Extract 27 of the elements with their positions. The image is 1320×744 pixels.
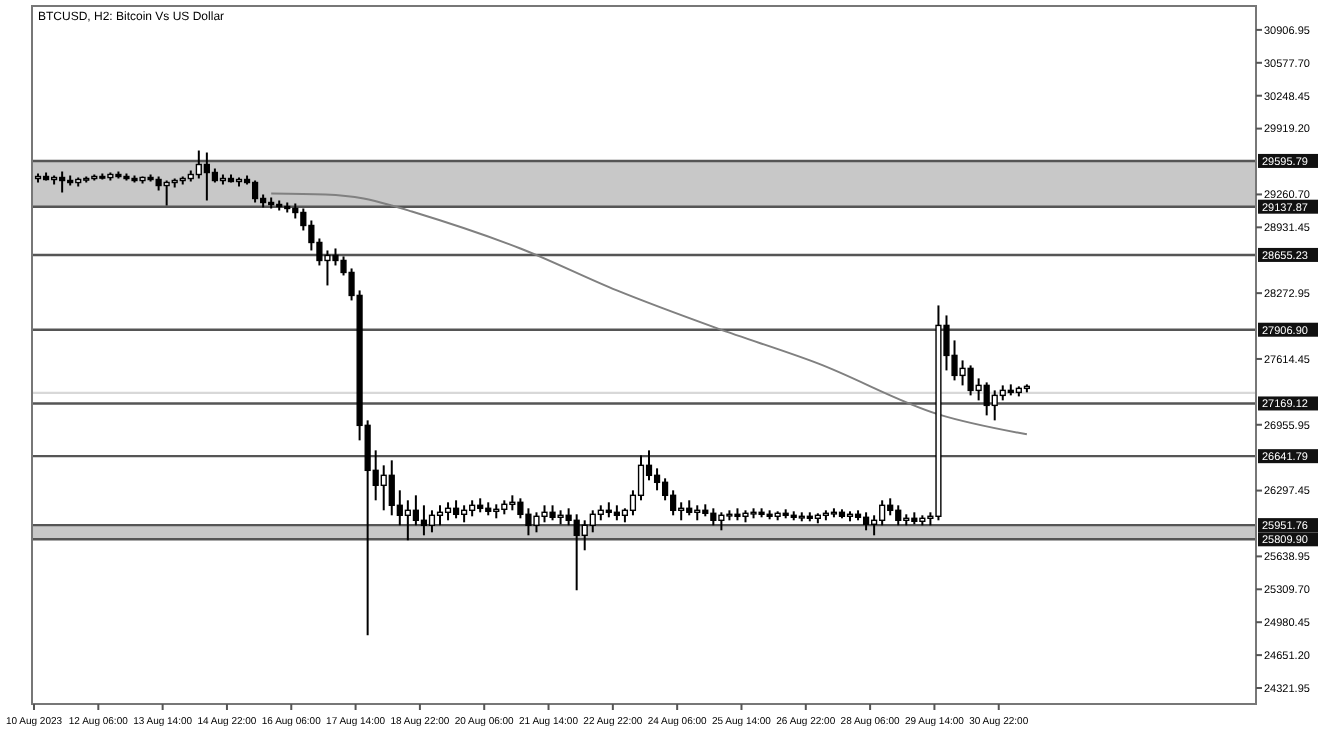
candlestick [573,513,580,592]
candlestick [380,464,387,512]
candlestick [653,467,661,492]
line-series [270,192,1028,436]
candlestick [436,504,444,527]
candlestick [412,494,419,527]
candlestick [251,179,259,204]
candlestick [581,519,588,552]
candlestick [670,489,677,517]
candlestick [163,179,170,207]
candlestick [967,364,974,397]
candlestick [959,359,966,387]
candlestick [983,381,990,417]
candlestick [895,504,902,527]
candlestick [59,170,66,194]
candlestick [525,507,532,537]
candlestick [589,509,596,534]
candlestick [388,459,395,517]
candlestick [533,511,540,534]
candlestick [991,389,998,422]
candlestick [420,504,428,537]
candlestick [428,509,436,534]
candlestick [195,149,202,180]
candlestick [879,499,886,527]
candlestick [404,499,411,542]
candlestick [324,249,331,287]
candlestick [203,151,210,202]
